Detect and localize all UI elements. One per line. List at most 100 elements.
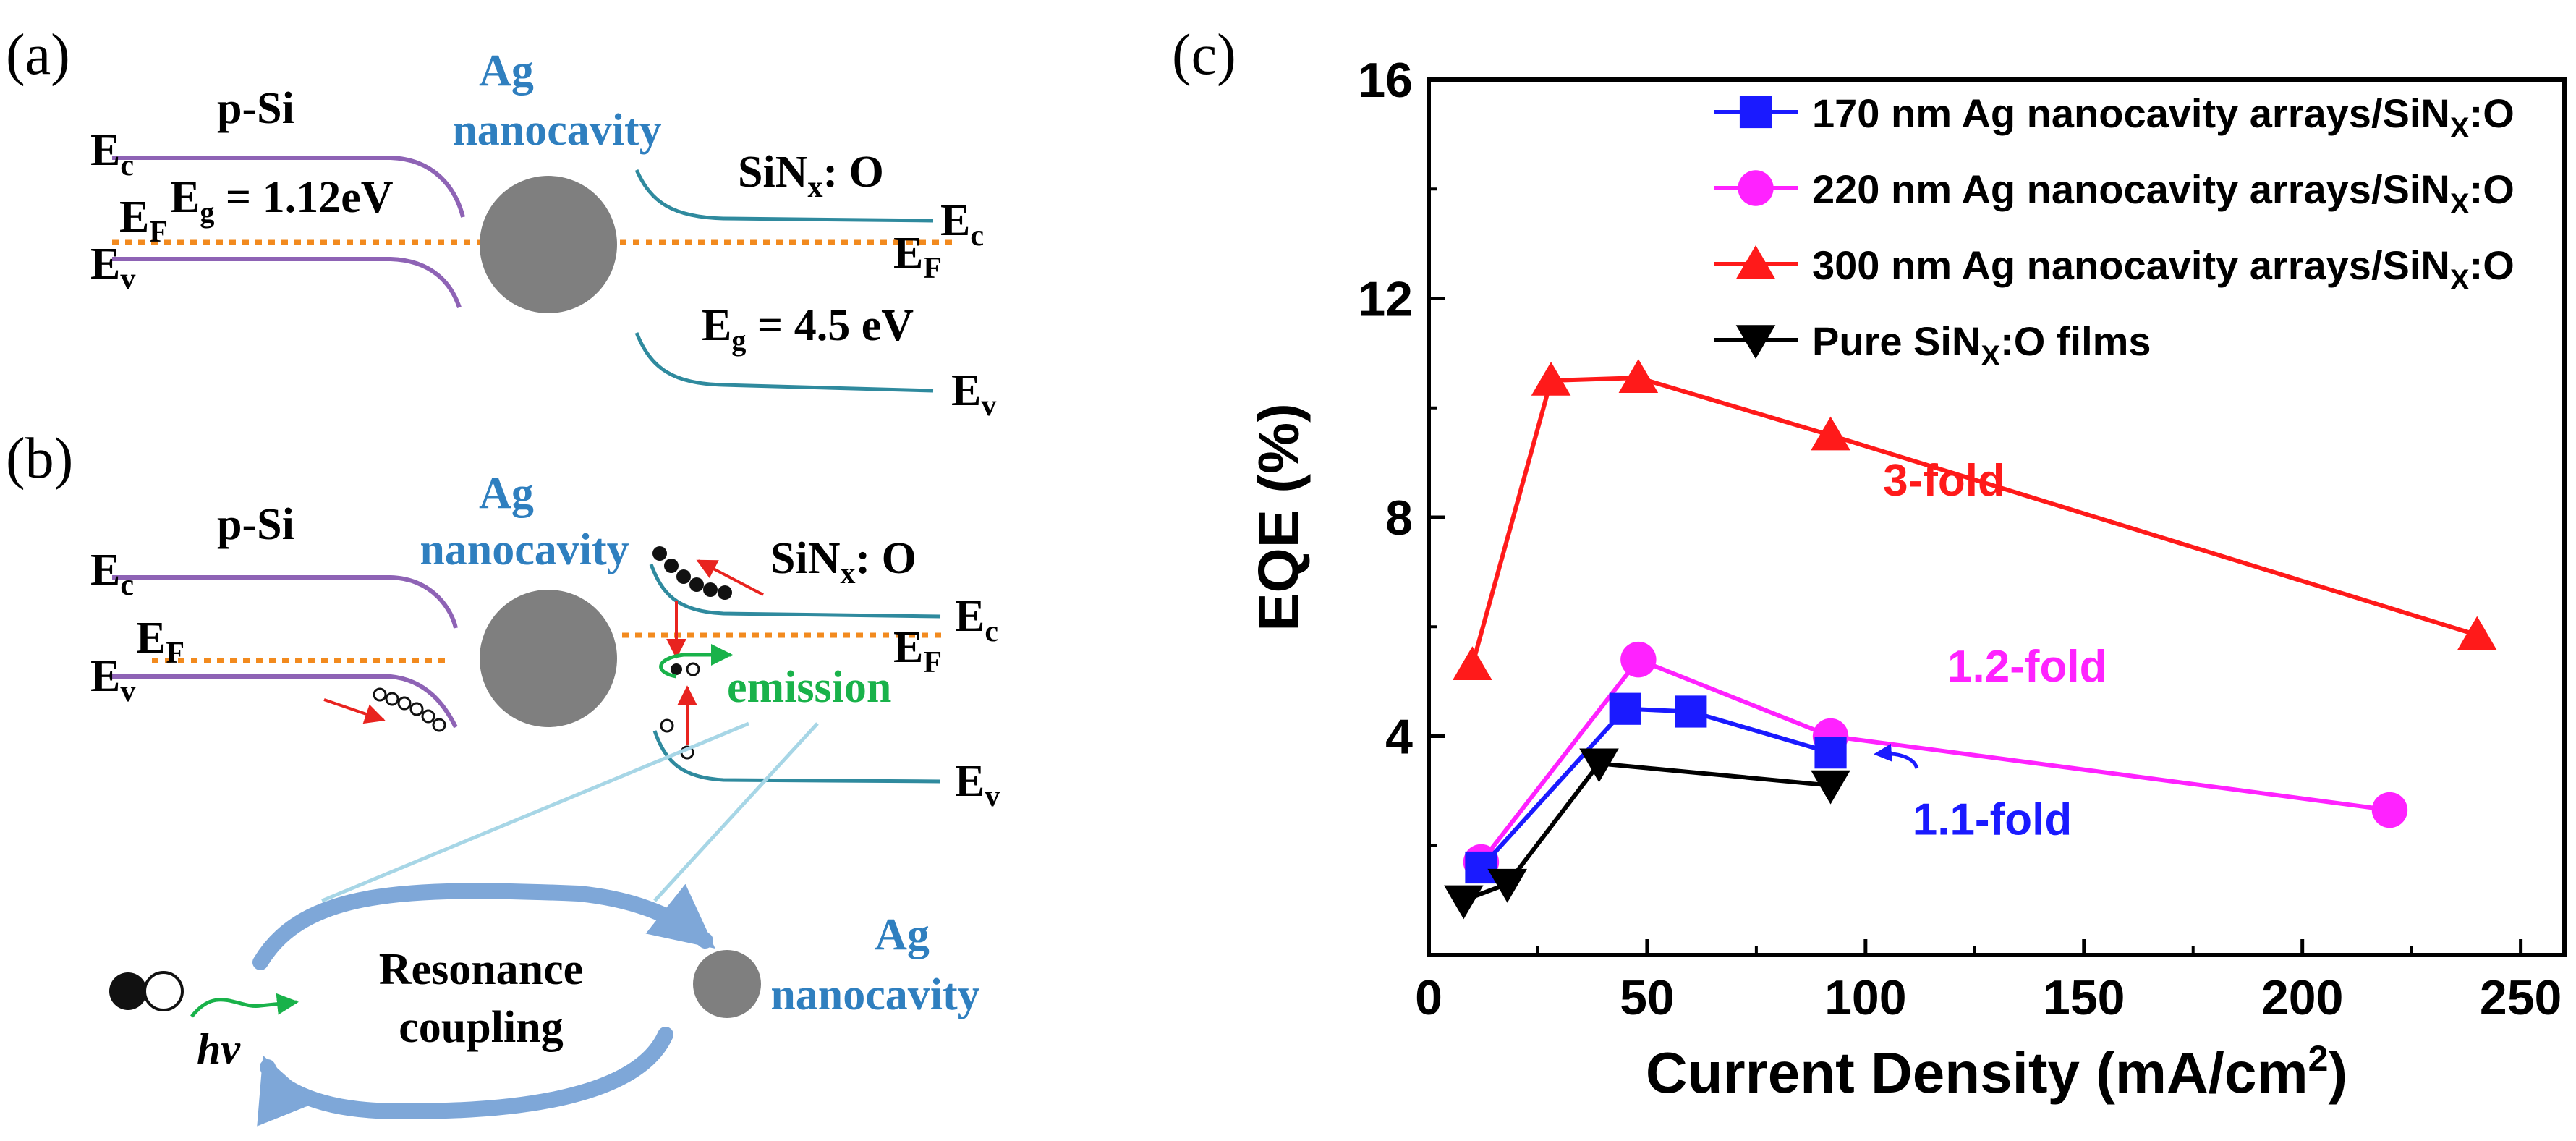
resonance-arrow-top bbox=[252, 883, 715, 970]
panel-a-sinx-ev-band bbox=[634, 332, 934, 393]
legend-marker bbox=[1739, 96, 1772, 129]
legend-item-1: 220 nm Ag nanocavity arrays/SiNX:O bbox=[1714, 166, 2515, 220]
legend-marker bbox=[1735, 245, 1776, 279]
panel-a-eg-sinx-label: Eg = 4.5 eV bbox=[702, 301, 914, 357]
data-point bbox=[1814, 737, 1847, 769]
panel-a-ag-sphere bbox=[480, 176, 617, 313]
series-0 bbox=[1465, 692, 1847, 884]
panel-a-ev-label: Ev bbox=[90, 239, 135, 296]
legend-label: 220 nm Ag nanocavity arrays/SiNX:O bbox=[1812, 166, 2515, 220]
y-axis-title: EQE (%) bbox=[1246, 403, 1311, 632]
panel-b-red-arrows bbox=[323, 559, 764, 745]
x-tick-label: 100 bbox=[1824, 970, 1906, 1025]
panel-b-emission-arrow bbox=[659, 644, 733, 679]
resonance-label-1: Resonance bbox=[379, 945, 583, 994]
panel-a-ef-right-label: EF bbox=[893, 229, 942, 285]
legend-marker bbox=[1735, 325, 1776, 359]
series-layer bbox=[1444, 359, 2497, 920]
data-point bbox=[1620, 641, 1657, 678]
panel-b-psi-ev-band bbox=[112, 674, 458, 729]
hv-label: hν bbox=[197, 1025, 241, 1073]
panel-a-tag: (a) bbox=[6, 23, 70, 87]
panel-a-ev-right-label: Ev bbox=[951, 366, 996, 423]
panel-a-sinx-label: SiNx: O bbox=[738, 148, 884, 204]
panel-b-bottom-ag-label: Ag bbox=[875, 910, 930, 959]
series-line bbox=[1479, 706, 1832, 870]
series-2 bbox=[1453, 359, 2497, 680]
panel-a-ec-label: Ec bbox=[90, 126, 134, 182]
hv-arrow bbox=[190, 993, 299, 1018]
panel-b-ec-label: Ec bbox=[90, 546, 134, 602]
x-tick-label: 50 bbox=[1620, 970, 1675, 1025]
data-point bbox=[2457, 616, 2497, 650]
data-point bbox=[1811, 416, 1850, 451]
series-line bbox=[1470, 376, 2478, 666]
legend-label: 300 nm Ag nanocavity arrays/SiNX:O bbox=[1812, 242, 2515, 296]
panel-b-ef-label: EF bbox=[136, 614, 184, 670]
panel-b-bottom-nanocavity-label: nanocavity bbox=[770, 970, 979, 1019]
panel-b-psi-label: p-Si bbox=[217, 500, 294, 549]
panel-b-nanocavity-label: nanocavity bbox=[420, 525, 629, 574]
annotation-label: 1.2-fold bbox=[1947, 642, 2107, 692]
chart-panel-c: (c) 0 50 100 150 200 250 4 8 12 16 170 nm Ag nan… bbox=[1172, 23, 2567, 1105]
panel-b-psi-ec-band bbox=[112, 575, 458, 629]
panel-b-ag-label: Ag bbox=[479, 469, 534, 518]
panel-a-eg-si-label: Eg = 1.12eV bbox=[170, 173, 394, 229]
y-tick-label: 8 bbox=[1385, 491, 1413, 546]
panel-a-psi-label: p-Si bbox=[217, 84, 294, 133]
annotation-arrow-1-1-fold bbox=[1874, 743, 1919, 769]
x-axis-title: Current Density (mA/cm2) bbox=[1646, 1038, 2347, 1105]
data-point bbox=[1675, 695, 1707, 728]
annotation-label: 3-fold bbox=[1883, 456, 2005, 506]
panel-a-psi-ev-band bbox=[112, 257, 462, 308]
data-point bbox=[1531, 361, 1571, 396]
panel-b-connector-right bbox=[653, 722, 819, 902]
x-ticks: 0 50 100 150 200 250 bbox=[1415, 939, 2562, 1025]
data-point bbox=[1579, 748, 1619, 783]
panel-a-sinx-ec-band bbox=[634, 169, 934, 223]
panel-a-ef-label: EF bbox=[119, 192, 168, 249]
panel-a-psi-ec-band bbox=[112, 156, 465, 218]
exciton-hole bbox=[143, 971, 184, 1011]
panel-b-ev-right-label: Ev bbox=[955, 757, 1000, 813]
panel-b-ec-right-label: Ec bbox=[955, 592, 998, 648]
panel-b-ef-right-label: EF bbox=[893, 623, 942, 679]
legend-item-3: Pure SiNX:O films bbox=[1714, 318, 2151, 372]
exciton-electron bbox=[109, 972, 147, 1010]
legend-item-0: 170 nm Ag nanocavity arrays/SiNX:O bbox=[1714, 90, 2515, 144]
data-point bbox=[1444, 885, 1484, 920]
data-point bbox=[1811, 770, 1850, 805]
panel-b-electrons bbox=[652, 546, 732, 675]
panel-c-tag: (c) bbox=[1172, 23, 1236, 87]
data-point bbox=[1465, 851, 1497, 884]
panel-a-nanocavity-label: nanocavity bbox=[452, 106, 661, 155]
series-line bbox=[1479, 657, 2390, 864]
data-point bbox=[1609, 692, 1641, 725]
panel-a-ec-right-label: Ec bbox=[940, 196, 984, 253]
data-point bbox=[1618, 359, 1659, 393]
x-tick-label: 200 bbox=[2261, 970, 2343, 1025]
panel-a-ag-label: Ag bbox=[479, 46, 534, 96]
series-line bbox=[1463, 761, 1831, 903]
y-tick-label: 12 bbox=[1358, 272, 1413, 327]
series-3 bbox=[1444, 748, 1850, 920]
y-tick-label: 4 bbox=[1385, 710, 1413, 765]
legend: 170 nm Ag nanocavity arrays/SiNX:O 220 nm… bbox=[1714, 90, 2515, 372]
panel-b-tag: (b) bbox=[6, 427, 73, 491]
panel-b-ev-label: Ev bbox=[90, 652, 135, 708]
legend-label: Pure SiNX:O films bbox=[1812, 318, 2151, 372]
y-tick-label: 16 bbox=[1358, 53, 1413, 108]
panel-b-emission-label: emission bbox=[727, 663, 891, 712]
panel-b-sinx-label: SiNx: O bbox=[770, 534, 917, 590]
resonance-arrow-bottom bbox=[257, 1027, 673, 1127]
data-point bbox=[1487, 868, 1527, 903]
data-point bbox=[2371, 792, 2408, 828]
y-ticks: 4 8 12 16 bbox=[1358, 53, 1445, 847]
panel-b: (b) p-Si Ag nanocavity bbox=[6, 427, 1000, 1127]
panel-b-connector-left bbox=[321, 721, 749, 903]
resonance-label-2: coupling bbox=[399, 1003, 563, 1052]
legend-label: 170 nm Ag nanocavity arrays/SiNX:O bbox=[1812, 90, 2515, 144]
x-tick-label: 150 bbox=[2043, 970, 2125, 1025]
panel-b-bottom-ag-sphere bbox=[693, 950, 761, 1018]
